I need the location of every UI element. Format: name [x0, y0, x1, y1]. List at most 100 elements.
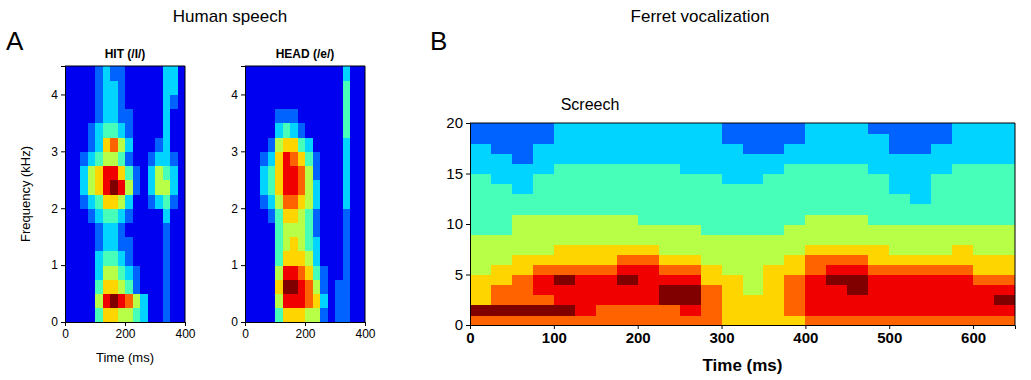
heatmap-cell	[847, 244, 869, 255]
heatmap-cell	[805, 174, 827, 185]
heatmap-cell	[73, 222, 81, 237]
tick: 15	[446, 165, 470, 182]
tick-mark	[185, 322, 186, 326]
heatmap-cell	[722, 224, 744, 235]
heatmap-cell	[596, 194, 618, 205]
heatmap-cell	[994, 123, 1015, 134]
heatmap-cell	[125, 251, 133, 266]
heatmap-cell	[701, 224, 723, 235]
heatmap-cell	[743, 163, 765, 174]
heatmap-cell	[253, 166, 261, 181]
heatmap-cell	[95, 166, 103, 181]
heatmap-cell	[596, 305, 618, 316]
heatmap-cell	[290, 166, 298, 181]
heatmap-cell	[140, 251, 148, 266]
x-axis: 0100200300400500600	[466, 325, 1015, 346]
heatmap-cell	[133, 109, 141, 124]
heatmap-cell	[73, 194, 81, 209]
heatmap-cell	[575, 123, 597, 134]
heatmap-cell	[470, 244, 492, 255]
heatmap-cell	[110, 237, 118, 252]
tick-mark	[61, 151, 65, 152]
heatmap-cell	[298, 137, 306, 152]
heatmap-cell	[328, 80, 336, 95]
heatmap-cell	[65, 279, 73, 294]
heatmap-cell	[743, 204, 765, 215]
heatmap-cell	[155, 94, 163, 109]
heatmap-cell	[868, 275, 890, 286]
heatmap-cell	[88, 237, 96, 252]
heatmap-cell	[65, 180, 73, 195]
heatmap-cell	[313, 308, 321, 322]
heatmap-cell	[305, 123, 313, 138]
heatmap-cell	[973, 153, 995, 164]
heatmap-cell	[148, 66, 156, 81]
heatmap-cell	[994, 264, 1015, 275]
heatmap-cell	[952, 244, 974, 255]
heatmap-cell	[283, 194, 291, 209]
heatmap-cell	[512, 315, 534, 325]
heatmap-cell	[826, 234, 848, 245]
heatmap-cell	[110, 94, 118, 109]
heatmap-cell	[320, 308, 328, 322]
heatmap-cell	[283, 137, 291, 152]
heatmap-cell	[358, 222, 366, 237]
heatmap-cell	[328, 180, 336, 195]
heatmap-cell	[910, 163, 932, 174]
heatmap-cell	[80, 123, 88, 138]
heatmap-cell	[805, 123, 827, 134]
heatmap-cell	[118, 294, 126, 309]
heatmap-cell	[170, 137, 178, 152]
heatmap-cell	[638, 163, 660, 174]
heatmap-cell	[103, 123, 111, 138]
heatmap-cell	[680, 174, 702, 185]
heatmap-cell	[973, 254, 995, 265]
heatmap-cell	[260, 166, 268, 181]
heatmap-cell	[260, 151, 268, 166]
heatmap-cell	[245, 308, 253, 322]
heatmap-cell	[65, 222, 73, 237]
tick-label: 15	[446, 165, 463, 182]
heatmap-cell	[133, 137, 141, 152]
heatmap-cell	[826, 285, 848, 296]
heatmap-cells	[470, 123, 1015, 325]
heatmap-cell	[491, 224, 513, 235]
heatmap-cell	[784, 244, 806, 255]
heatmap-cell	[275, 237, 283, 252]
heatmap-cell	[140, 109, 148, 124]
heatmap-cell	[763, 163, 785, 174]
heatmap-cell	[910, 234, 932, 245]
heatmap-cell	[118, 180, 126, 195]
heatmap-cell	[952, 305, 974, 316]
heatmap-cell	[178, 279, 186, 294]
heatmap-cell	[245, 137, 253, 152]
heatmap-cell	[722, 143, 744, 154]
heatmap-cell	[290, 208, 298, 223]
heatmap-cell	[65, 109, 73, 124]
heatmap-cell	[253, 279, 261, 294]
heatmap-cell	[155, 180, 163, 195]
heatmap-cell	[88, 94, 96, 109]
heatmap-cell	[80, 237, 88, 252]
heatmap-cell	[290, 123, 298, 138]
heatmap-cell	[65, 308, 73, 322]
heatmap-cell	[512, 295, 534, 306]
heatmap-cell	[680, 194, 702, 205]
heatmap-cell	[533, 184, 555, 195]
heatmap-cell	[617, 295, 639, 306]
heatmap-cell	[554, 264, 576, 275]
tick: 2	[51, 202, 65, 216]
heatmap-cell	[155, 279, 163, 294]
heatmap-cell	[512, 194, 534, 205]
heatmap-cell	[140, 80, 148, 95]
heatmap-cell	[575, 234, 597, 245]
heatmap-cell	[103, 180, 111, 195]
heatmap-cell	[80, 109, 88, 124]
heatmap-cell	[952, 234, 974, 245]
heatmap-cell	[994, 143, 1015, 154]
heatmap-cell	[155, 237, 163, 252]
heatmap-cell	[533, 153, 555, 164]
heatmap-cell	[847, 254, 869, 265]
heatmap-cell	[253, 94, 261, 109]
heatmap-cell	[617, 184, 639, 195]
